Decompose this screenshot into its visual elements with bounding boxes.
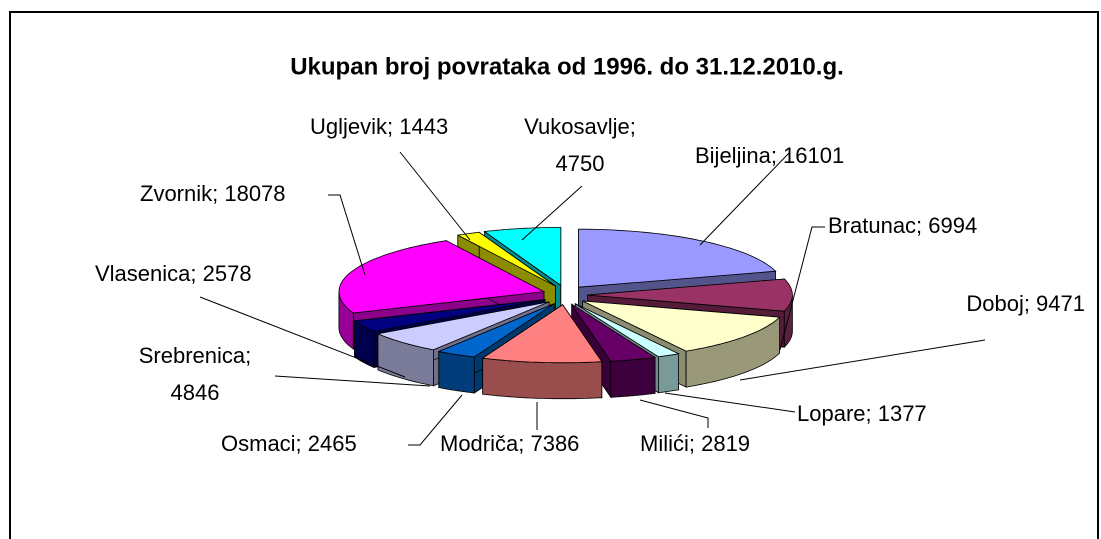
data-label: Srebrenica; 4846 — [139, 343, 252, 405]
slice-wall — [482, 357, 603, 400]
data-label: Vlasenica; 2578 — [95, 261, 252, 286]
data-label: Bijeljina; 16101 — [695, 143, 844, 168]
leader-line — [199, 296, 406, 378]
leader-line — [274, 375, 431, 387]
slice-top — [587, 278, 793, 312]
data-label: Doboj; 9471 — [966, 291, 1085, 316]
slice-wall — [658, 353, 679, 394]
slice-top — [483, 227, 562, 287]
leader-line — [739, 339, 986, 381]
data-label: Milići; 2819 — [640, 431, 750, 456]
slice-top — [574, 303, 680, 358]
data-label: Osmaci; 2465 — [221, 431, 357, 456]
leader-line — [328, 194, 366, 276]
slice-top — [582, 300, 781, 352]
data-label: Modriča; 7386 — [440, 431, 579, 456]
data-label: Lopare; 1377 — [797, 401, 927, 426]
slice-top — [376, 301, 550, 351]
chart-title: Ukupan broj povrataka od 1996. do 31.12.… — [290, 53, 844, 80]
slice-top — [437, 303, 555, 358]
leader-line — [521, 185, 583, 241]
slice-top — [338, 240, 546, 314]
leader-line — [639, 399, 709, 428]
slice-top — [578, 228, 777, 288]
labels: Bijeljina; 16101 Bratunac; 6994 Doboj; 947… — [95, 114, 1085, 456]
leader-line — [408, 394, 463, 446]
leader-line — [399, 151, 471, 241]
pie — [338, 227, 793, 400]
slice-top — [481, 304, 603, 364]
slice-wall — [438, 351, 475, 394]
leader-line — [699, 151, 791, 246]
slice — [481, 303, 603, 400]
slice-top — [571, 304, 657, 362]
leader-line — [779, 226, 825, 351]
leader-line — [664, 392, 796, 413]
data-label: Ugljevik; 1443 — [310, 114, 448, 139]
slice-top — [353, 299, 546, 332]
data-label: Zvornik; 18078 — [140, 181, 286, 206]
data-label: Vukosavlje; 4750 — [524, 114, 636, 176]
slice-wall — [610, 356, 656, 398]
data-label: Bratunac; 6994 — [828, 213, 977, 238]
slice-top — [457, 231, 556, 287]
